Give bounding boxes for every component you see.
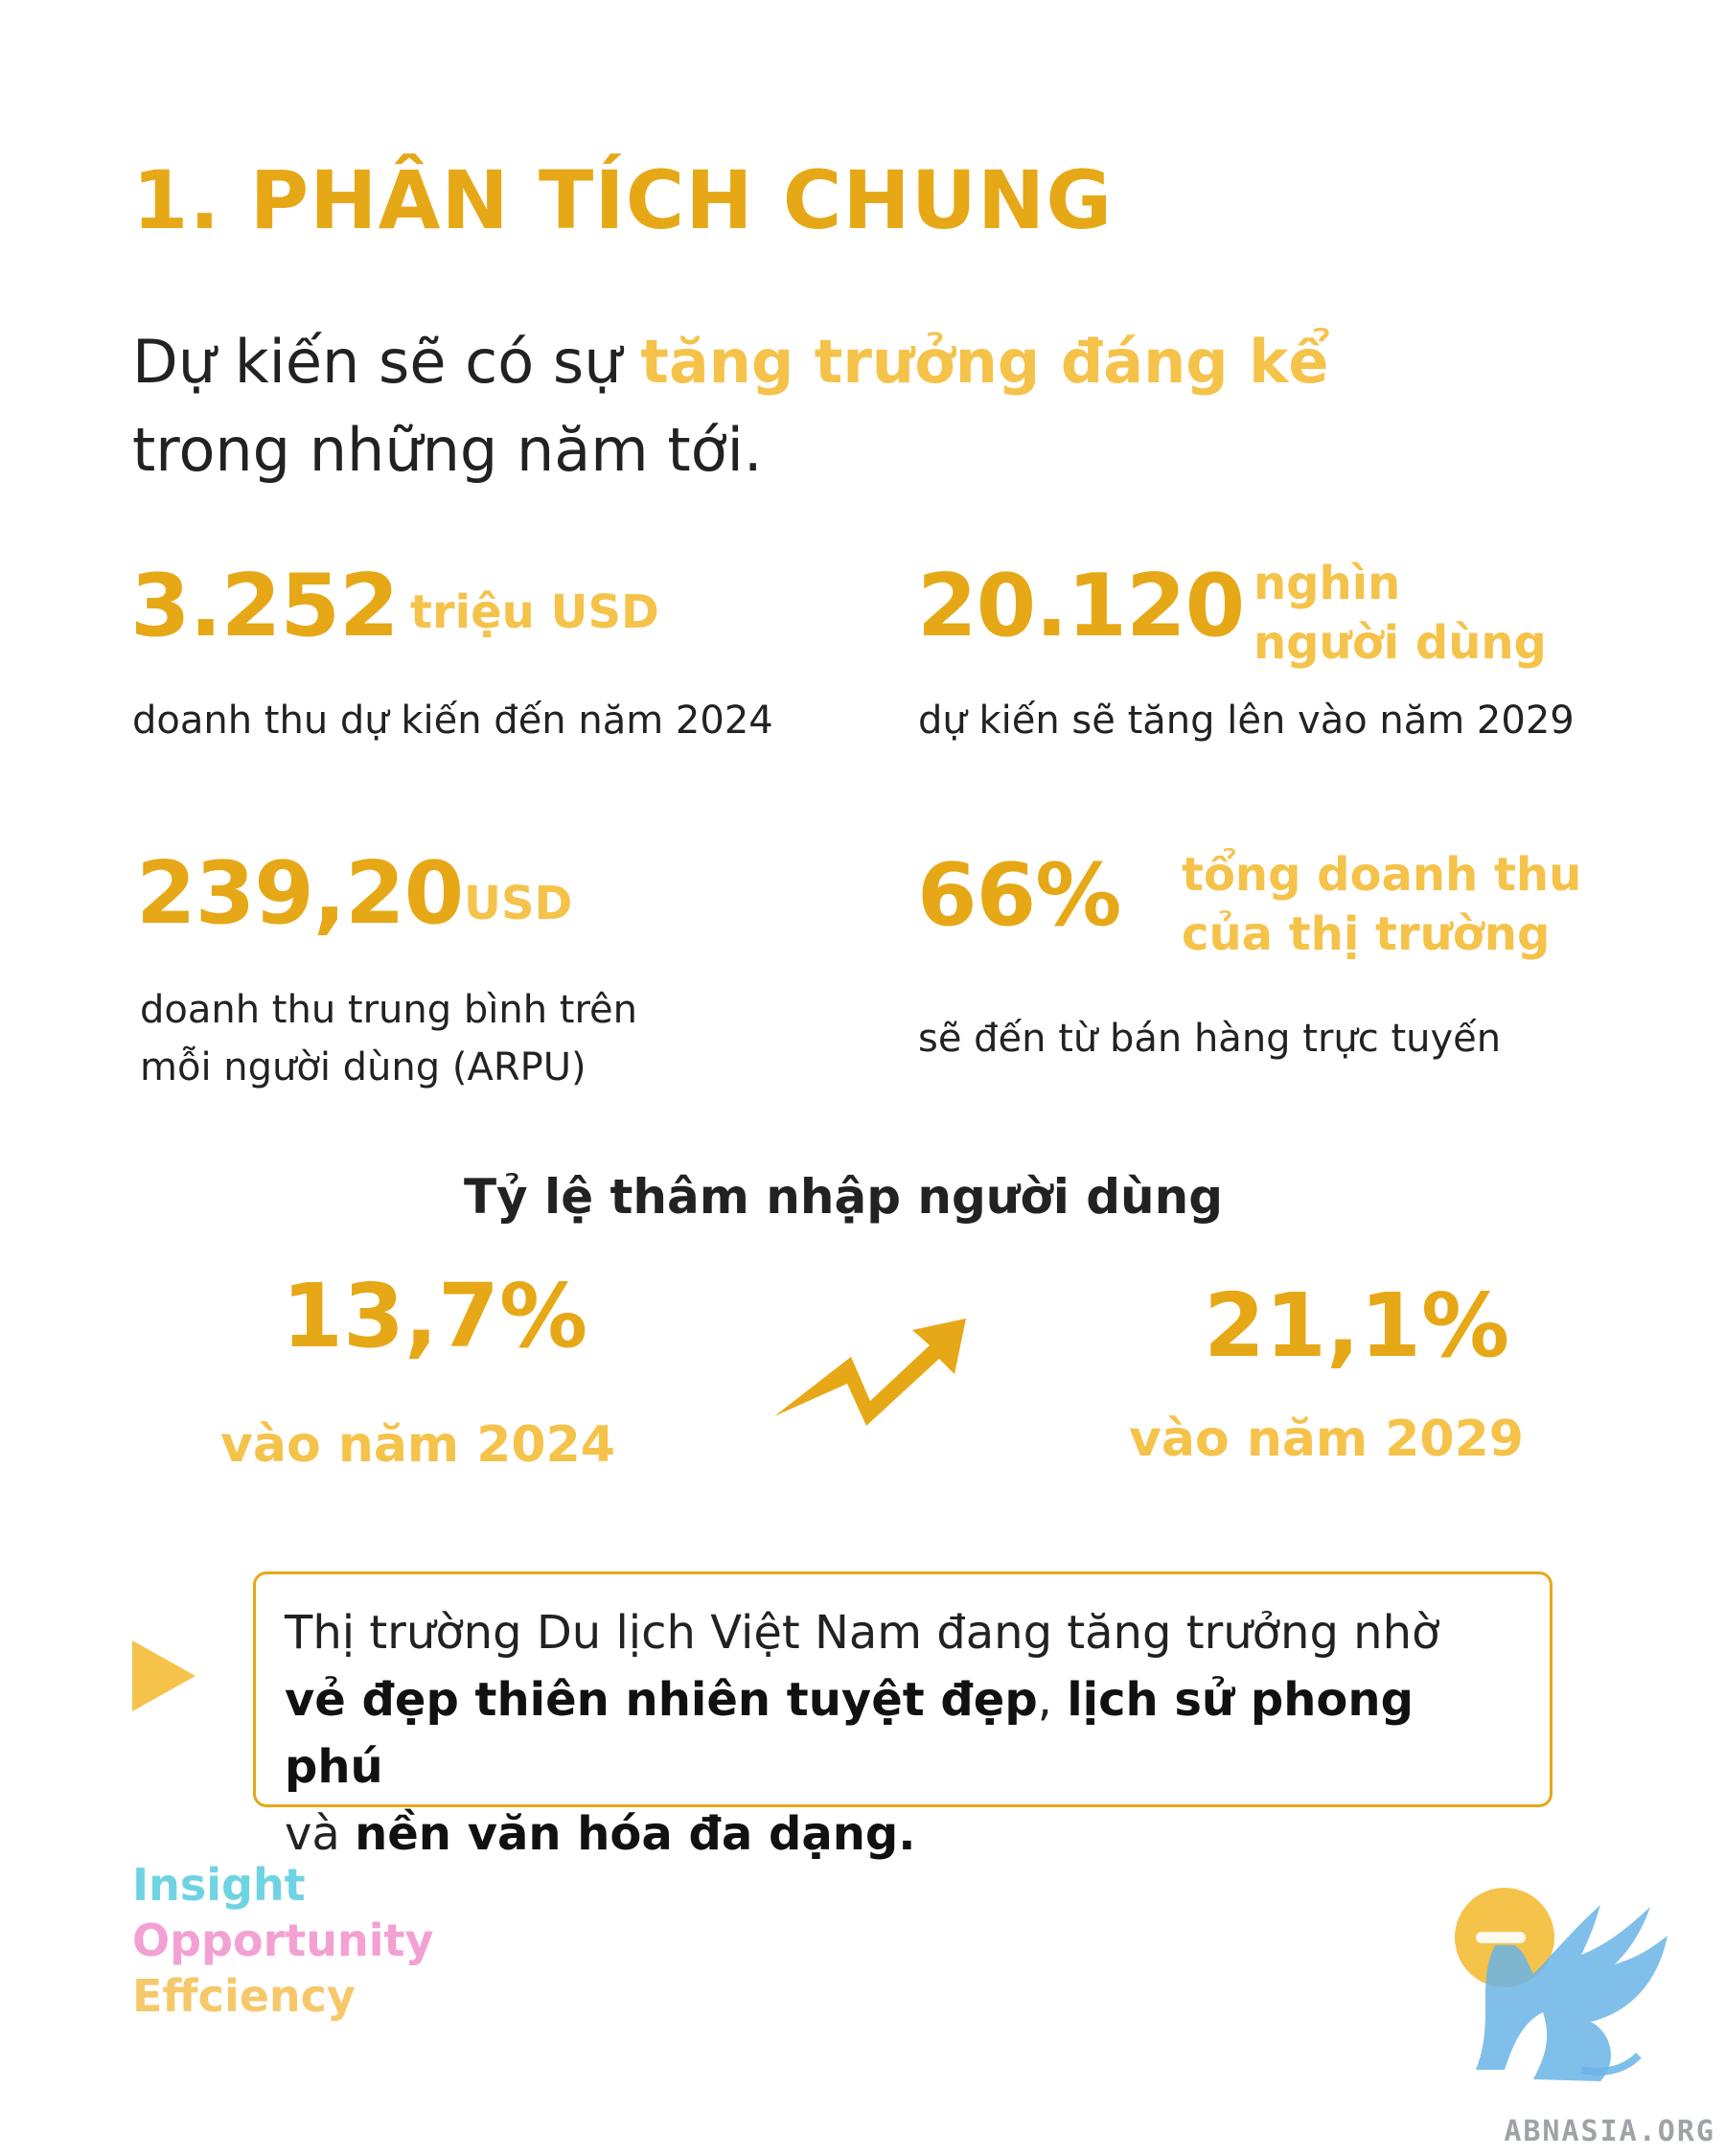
stat-revenue-desc: doanh thu dự kiến đến năm 2024 [132,699,773,743]
stat-arpu-desc-line1: doanh thu trung bình trên [140,988,637,1032]
penetration-from-value: 13,7% [282,1265,588,1367]
stat-users-unit-line2: người dùng [1254,616,1547,670]
stat-online-share-unit-line2: của thị trường [1182,907,1551,961]
stat-arpu-value: 239,20 [136,843,464,944]
callout-bold1: vẻ đẹp thiên nhiên tuyệt đẹp [285,1673,1038,1727]
stat-users-value: 20.120 [917,556,1245,656]
intro-part2: trong những năm tới. [132,415,763,485]
penetration-to-value: 21,1% [1204,1274,1510,1377]
penetration-title: Tỷ lệ thâm nhập người dùng [463,1169,1224,1225]
trend-up-arrow-icon [774,1319,966,1426]
callout-bold2: lịch sử phong phú [285,1673,1414,1794]
stat-users-unit-line1: nghìn [1254,557,1401,610]
stat-arpu-desc-line2: mỗi người dùng (ARPU) [140,1045,586,1089]
stat-online-share-desc: sẽ đến từ bán hàng trực tuyến [918,1017,1502,1061]
stat-arpu-unit: USD [464,877,573,930]
tagline-opportunity: Opportunity [132,1915,434,1966]
stat-online-share-unit-line1: tổng doanh thu [1182,848,1582,902]
stat-revenue-value: 3.252 [130,556,400,656]
page-title: 1. PHÂN TÍCH CHUNG [132,153,1114,247]
stat-revenue-unit: triệu USD [410,585,659,639]
stat-online-share-value: 66% [917,845,1121,946]
brand-site-text: ABNASIA.ORG [1504,2115,1715,2148]
tagline-insight: Insight [132,1859,306,1911]
penetration-from-year: vào năm 2024 [220,1416,615,1474]
callout-box: Thị trường Du lịch Việt Nam đang tăng tr… [253,1571,1552,1861]
play-triangle-icon [132,1640,196,1711]
intro-highlight: tăng trưởng đáng kể [640,327,1329,397]
callout-bold3: nền văn hóa đa dạng. [355,1807,916,1861]
griffin-logo-icon [1455,1888,1668,2081]
tagline-efficiency: Effciency [132,1970,356,2022]
callout-sep: , [1037,1673,1068,1727]
penetration-to-year: vào năm 2029 [1129,1411,1524,1468]
callout-text2: và [285,1807,356,1861]
stat-users-desc: dự kiến sẽ tăng lên vào năm 2029 [918,699,1575,743]
callout-text1: Thị trường Du lịch Việt Nam đang tăng tr… [285,1606,1440,1660]
intro-part1: Dự kiến sẽ có sự [132,327,641,397]
intro-text: Dự kiến sẽ có sự tăng trưởng đáng kể tro… [132,318,1474,494]
